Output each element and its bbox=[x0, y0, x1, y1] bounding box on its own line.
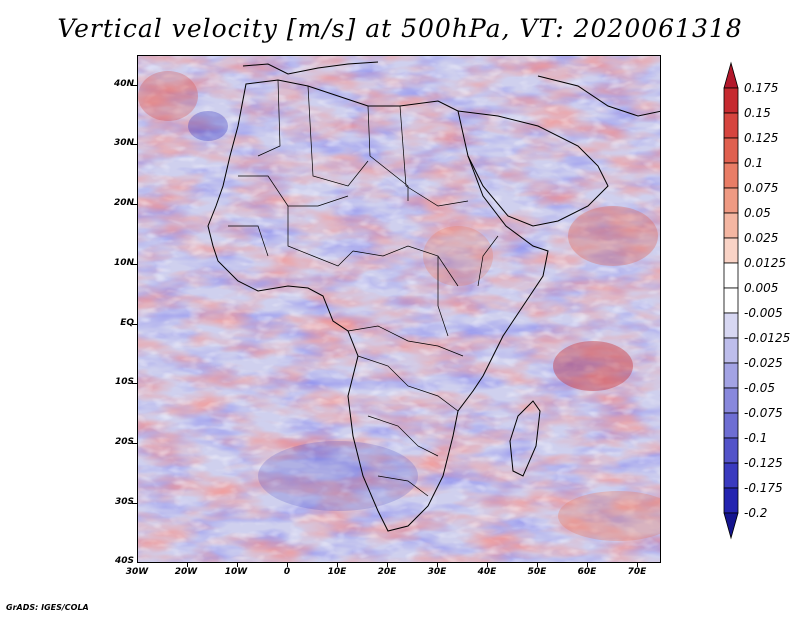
colorbar-label: -0.005 bbox=[744, 306, 783, 320]
lat-tick bbox=[132, 144, 137, 145]
lon-label-40e: 40E bbox=[477, 567, 497, 577]
lat-tick bbox=[132, 324, 137, 325]
colorbar-segment bbox=[723, 312, 739, 339]
lon-label-30e: 30E bbox=[427, 567, 447, 577]
rising-region-indian-ocean bbox=[553, 341, 633, 391]
colorbar-label: -0.2 bbox=[744, 506, 768, 520]
asia-coastline bbox=[537, 75, 660, 117]
grads-credit: GrADS: IGES/COLA bbox=[6, 603, 89, 612]
colorbar-segment bbox=[723, 412, 739, 439]
colorbar-label: -0.05 bbox=[744, 381, 776, 395]
colorbar-segment bbox=[723, 212, 739, 239]
lon-tick bbox=[337, 562, 338, 567]
colorbar-label: 0.025 bbox=[744, 231, 779, 245]
map-title: Vertical velocity [m/s] at 500hPa, VT: 2… bbox=[57, 14, 743, 43]
colorbar-label: -0.175 bbox=[744, 481, 783, 495]
coastlines bbox=[207, 61, 660, 532]
rising-region-south-indian-ocean bbox=[558, 491, 660, 541]
colorbar-label: -0.1 bbox=[744, 431, 768, 445]
lat-label-30s: 30S bbox=[114, 497, 134, 507]
lon-tick bbox=[637, 562, 638, 567]
lon-tick bbox=[237, 562, 238, 567]
lat-label-40s: 40S bbox=[114, 556, 134, 566]
lat-tick bbox=[132, 204, 137, 205]
madagascar-coastline bbox=[509, 400, 541, 477]
lat-tick bbox=[132, 264, 137, 265]
lon-label-60e: 60E bbox=[577, 567, 597, 577]
lon-tick bbox=[287, 562, 288, 567]
lat-label-10s: 10S bbox=[114, 377, 134, 387]
lon-label-30w: 30W bbox=[125, 567, 149, 577]
lat-tick bbox=[132, 383, 137, 384]
lat-tick bbox=[132, 85, 137, 86]
lat-label-eq: EQ bbox=[120, 318, 134, 328]
lon-tick bbox=[587, 562, 588, 567]
rising-region-atlantic-north bbox=[138, 71, 198, 121]
colorbar-min-arrow bbox=[723, 512, 739, 540]
sinking-region-canaries bbox=[188, 111, 228, 141]
lat-label-20n: 20N bbox=[113, 198, 134, 208]
lon-tick bbox=[537, 562, 538, 567]
colorbar-label: 0.125 bbox=[744, 131, 779, 145]
colorbar-label: -0.025 bbox=[744, 356, 783, 370]
arabia-coastline bbox=[457, 110, 609, 227]
colorbar-label: -0.125 bbox=[744, 456, 783, 470]
colorbar-label: 0.15 bbox=[744, 106, 771, 120]
colorbar-segment bbox=[723, 362, 739, 389]
colorbar-label: 0.005 bbox=[744, 281, 779, 295]
lon-label-0: 0 bbox=[283, 567, 291, 577]
lat-label-20s: 20S bbox=[114, 437, 134, 447]
lon-label-10w: 10W bbox=[224, 567, 248, 577]
country-borders bbox=[228, 79, 499, 497]
colorbar-segment bbox=[723, 262, 739, 289]
colorbar-label: 0.1 bbox=[744, 156, 764, 170]
colorbar-segment bbox=[723, 162, 739, 189]
colorbar-segment bbox=[723, 487, 739, 514]
colorbar-max-arrow bbox=[723, 61, 739, 89]
lon-tick bbox=[387, 562, 388, 567]
colorbar-segment bbox=[723, 287, 739, 314]
colorbar-segment bbox=[723, 237, 739, 264]
colorbar-label: 0.175 bbox=[744, 81, 779, 95]
colorbar-segment bbox=[723, 87, 739, 114]
colorbar-label: 0.05 bbox=[744, 206, 771, 220]
lat-label-30n: 30N bbox=[113, 138, 134, 148]
rising-region-arabian-sea bbox=[568, 206, 658, 266]
colorbar-label: -0.075 bbox=[744, 406, 783, 420]
colorbar-segment bbox=[723, 387, 739, 414]
lat-tick bbox=[132, 443, 137, 444]
colorbar-label: -0.0125 bbox=[744, 331, 791, 345]
near-zero-texture bbox=[138, 56, 660, 562]
lat-tick bbox=[132, 503, 137, 504]
lat-label-40n: 40N bbox=[113, 79, 134, 89]
vertical-velocity-field bbox=[138, 56, 660, 562]
lon-label-20e: 20E bbox=[377, 567, 397, 577]
lon-label-70e: 70E bbox=[627, 567, 647, 577]
colorbar-segment bbox=[723, 337, 739, 364]
lat-label-10n: 10N bbox=[113, 258, 134, 268]
colorbar-segment bbox=[723, 462, 739, 489]
lon-tick bbox=[437, 562, 438, 567]
africa-coastline bbox=[207, 79, 549, 532]
colorbar-label: 0.0125 bbox=[744, 256, 786, 270]
lon-tick bbox=[487, 562, 488, 567]
lon-label-20w: 20W bbox=[174, 567, 198, 577]
colorbar-segment bbox=[723, 437, 739, 464]
map-panel[interactable] bbox=[137, 55, 661, 563]
europe-coastline bbox=[242, 61, 379, 75]
colorbar-label: 0.075 bbox=[744, 181, 779, 195]
colorbar-segment bbox=[723, 112, 739, 139]
lon-tick bbox=[187, 562, 188, 567]
rising-region-east-africa bbox=[423, 226, 493, 286]
colorbar-segment bbox=[723, 187, 739, 214]
lon-label-10e: 10E bbox=[327, 567, 347, 577]
sinking-region-south-atlantic bbox=[258, 441, 418, 511]
lon-label-50e: 50E bbox=[527, 567, 547, 577]
colorbar-segment bbox=[723, 137, 739, 164]
